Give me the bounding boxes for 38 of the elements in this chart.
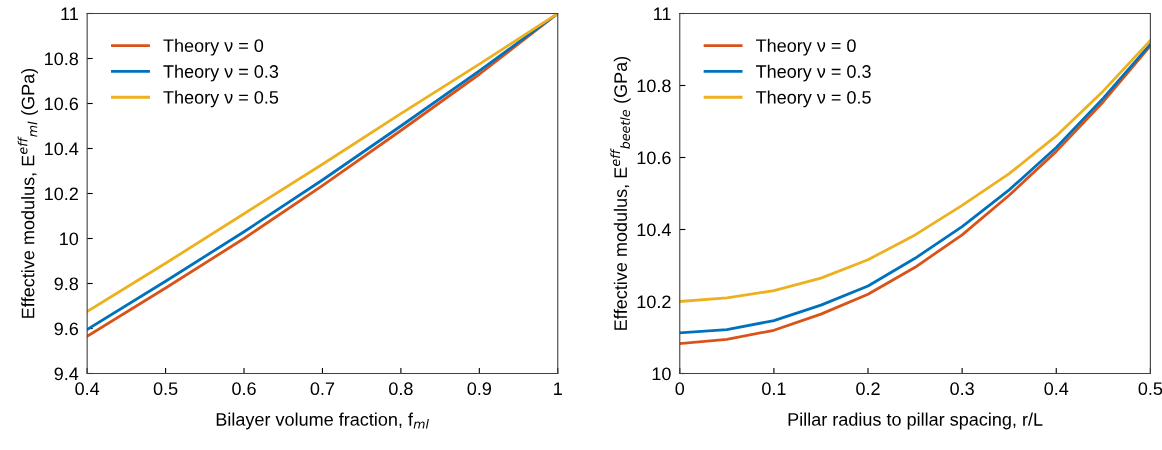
y-axis-title: Effective modulus, E$^{eff}$$_{beetle}$ (GPa) (610, 56, 631, 330)
x-tick-label: 0.4 (75, 382, 100, 396)
legend-label: Theory ν = 0.5 (163, 90, 279, 108)
x-tick-label: 0.8 (389, 382, 413, 396)
y-tick-label: 10.4 (637, 223, 671, 237)
y-tick-label: 10.8 (637, 79, 671, 93)
y-tick-label: 11 (61, 7, 78, 21)
y-tick-label: 10.4 (45, 142, 79, 156)
x-tick-label: 0.4 (1044, 382, 1069, 396)
y-tick-label: 11 (654, 7, 671, 21)
x-tick-label: 0.6 (232, 382, 256, 396)
legend-label: Theory ν = 0.5 (756, 90, 871, 108)
legend-label: Theory ν = 0 (163, 38, 264, 56)
y-tick-label: 9.8 (54, 277, 79, 291)
y-tick-label: 10.6 (637, 151, 671, 165)
x-tick-label: 0.1 (762, 382, 786, 396)
y-tick-label: 9.4 (54, 367, 79, 381)
y-tick-label: 10 (652, 367, 671, 381)
legend-label: Theory ν = 0.3 (163, 64, 279, 82)
y-tick-label: 9.6 (54, 322, 79, 336)
legend-label: Theory ν = 0.3 (756, 64, 871, 82)
y-tick-label: 10.8 (45, 52, 79, 66)
x-tick-label: 0.3 (950, 382, 974, 396)
x-tick-label: 0.9 (467, 382, 492, 396)
x-tick-label: 0.5 (1138, 382, 1162, 396)
y-tick-label: 10.2 (637, 295, 671, 309)
x-axis-title: Bilayer volume fraction, f$_{ml}$ (216, 412, 429, 430)
legend-label: Theory ν = 0 (756, 38, 856, 56)
x-tick-label: 0.2 (856, 382, 880, 396)
y-tick-label: 10 (60, 232, 79, 246)
x-tick-label: 0 (675, 382, 685, 396)
y-tick-label: 10.6 (45, 97, 79, 111)
y-tick-label: 10.2 (45, 187, 78, 201)
x-tick-label: 0.7 (310, 382, 335, 396)
x-tick-label: 0.5 (153, 382, 178, 396)
x-axis-title: Pillar radius to pillar spacing, r/L (788, 412, 1043, 430)
y-axis-title: Effective modulus, E$^{eff}$$_{ml}$ (GPa) (17, 68, 38, 318)
x-tick-label: 1 (554, 382, 562, 395)
